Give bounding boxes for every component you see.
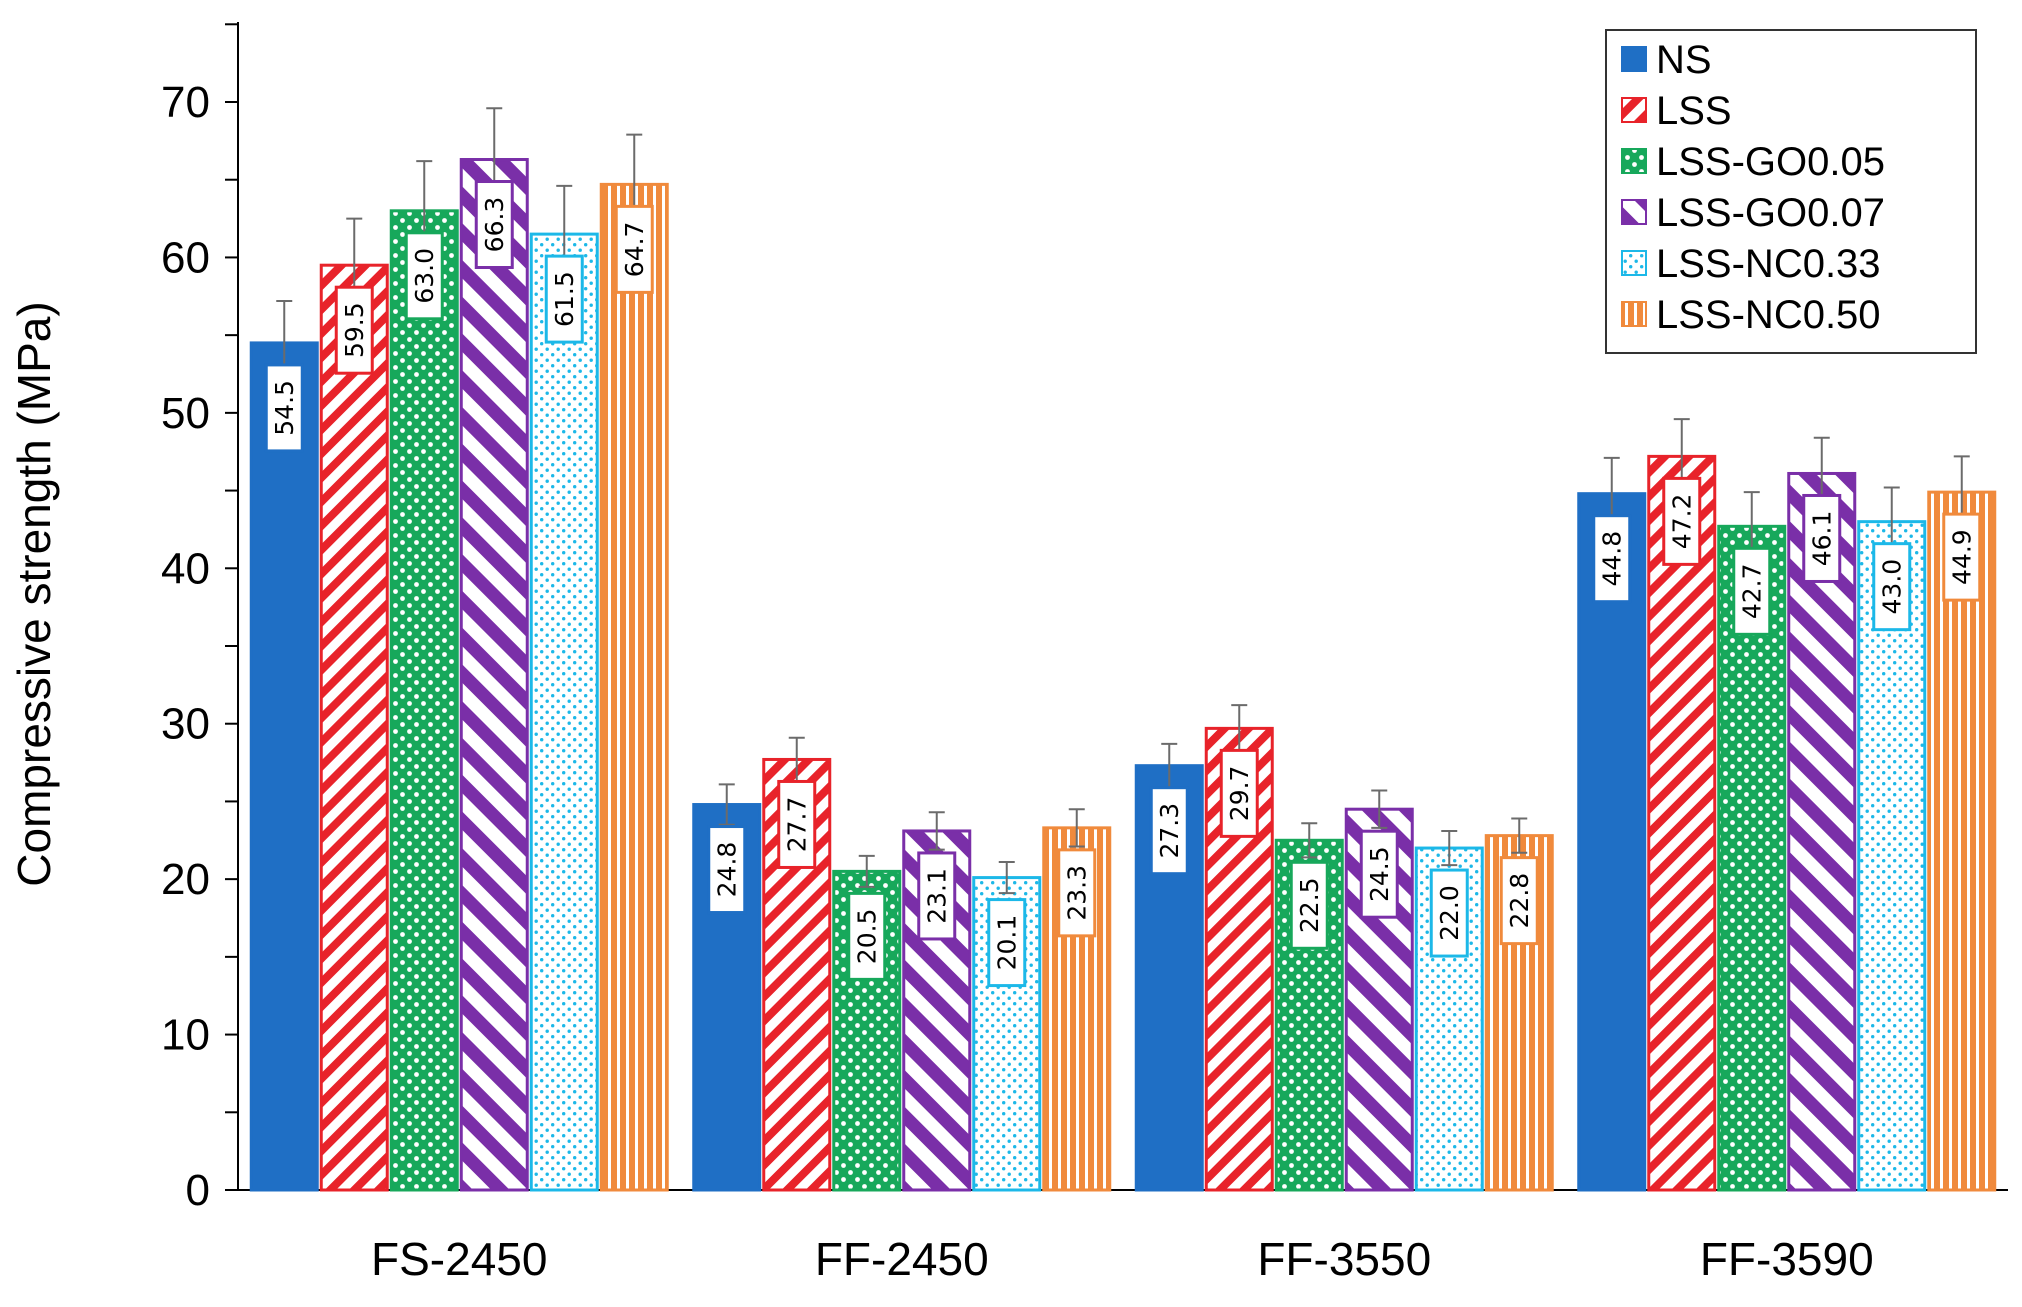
data-label: 29.7 — [1225, 766, 1254, 822]
data-label-box — [1057, 848, 1097, 938]
legend-label: LSS-NC0.50 — [1656, 293, 1881, 337]
data-label: 27.3 — [1155, 803, 1184, 859]
data-label-box — [474, 180, 514, 270]
data-label: 64.7 — [620, 222, 649, 278]
data-label-box — [1289, 860, 1329, 950]
data-label-box — [777, 779, 817, 869]
data-label: 47.2 — [1667, 494, 1696, 550]
data-label: 27.7 — [782, 797, 811, 853]
data-label: 23.3 — [1062, 865, 1091, 921]
data-label-box — [1429, 868, 1469, 958]
legend-swatch — [1621, 148, 1647, 174]
data-label-box — [1802, 493, 1842, 583]
legend-label: LSS-NC0.33 — [1656, 242, 1881, 286]
bar-lss-go0-07-ff-3590 — [1787, 471, 1857, 1192]
data-label: 63.0 — [410, 248, 439, 304]
data-label-box — [404, 231, 444, 321]
data-label-box — [1499, 856, 1539, 946]
bar-lss-ff-3590 — [1647, 454, 1717, 1192]
bar-lss-nc0-33-fs-2450 — [529, 232, 599, 1192]
legend-label: LSS-GO0.07 — [1656, 191, 1885, 235]
legend-swatch — [1621, 301, 1647, 327]
y-tick-label: 10 — [161, 1011, 210, 1060]
y-axis-title: Compressive strength (MPa) — [8, 301, 60, 886]
data-label: 59.5 — [340, 302, 369, 358]
legend-box — [1605, 29, 1977, 354]
bar-lss-nc0-50-fs-2450 — [599, 182, 669, 1192]
data-label-box — [987, 898, 1027, 988]
bar-lss-go0-05-fs-2450 — [389, 209, 459, 1192]
data-label-box — [1359, 829, 1399, 919]
data-label: 22.5 — [1295, 877, 1324, 933]
bar-lss-fs-2450 — [319, 263, 389, 1192]
y-tick-label: 0 — [186, 1166, 210, 1215]
legend-label: NS — [1656, 38, 1712, 82]
data-label-box — [334, 285, 374, 375]
data-label-box — [544, 254, 584, 344]
data-label: 46.1 — [1807, 511, 1836, 567]
data-label: 44.8 — [1597, 531, 1626, 587]
y-tick-label: 30 — [161, 700, 210, 749]
legend-swatch — [1621, 97, 1647, 123]
data-label-box — [264, 363, 304, 453]
x-category-label: FF-3590 — [1700, 1233, 1874, 1285]
y-tick-label: 20 — [161, 855, 210, 904]
data-label: 20.1 — [992, 915, 1021, 971]
data-label-box — [1149, 786, 1189, 876]
bar-lss-go0-07-fs-2450 — [459, 158, 529, 1192]
y-tick-label: 70 — [161, 78, 210, 127]
axes: 0 10 20 30 40 50 60 70 Compressive strength (MPa… — [8, 22, 2008, 1285]
bar-ns-fs-2450 — [249, 341, 319, 1192]
data-label: 22.0 — [1435, 885, 1464, 941]
legend-swatch — [1621, 46, 1647, 72]
data-label-box — [847, 891, 887, 981]
legend-swatch — [1621, 199, 1647, 225]
data-label: 66.3 — [480, 197, 509, 253]
data-label-box — [1219, 748, 1259, 838]
data-label-box — [1592, 514, 1632, 604]
legend: NS LSS LSS-GO0.05 LSS-GO0.07 LSS-NC0.33 LSS-N… — [1605, 29, 1977, 354]
data-label-box — [917, 851, 957, 941]
data-label-box — [1872, 542, 1912, 632]
data-label: 61.5 — [550, 271, 579, 327]
data-label-box — [614, 204, 654, 294]
legend-label: LSS-GO0.05 — [1656, 140, 1885, 184]
data-label: 43.0 — [1877, 559, 1906, 615]
x-category-label: FF-3550 — [1257, 1233, 1431, 1285]
x-category-label: FF-2450 — [815, 1233, 989, 1285]
data-label: 44.9 — [1947, 529, 1976, 585]
y-tick-label: 60 — [161, 233, 210, 282]
legend-label: LSS — [1656, 89, 1732, 133]
data-label-box — [1662, 476, 1702, 566]
data-labels: 54.5 59.5 63.0 66.3 61.5 64.7 24.8 27.7 20.5 23.1… — [264, 180, 1982, 988]
data-label: 23.1 — [922, 868, 951, 924]
data-label-box — [1732, 546, 1772, 636]
data-label-box — [707, 825, 747, 915]
data-label: 20.5 — [852, 909, 881, 965]
bar-lss-nc0-50-ff-3590 — [1927, 490, 1997, 1192]
y-tick-label: 40 — [161, 544, 210, 593]
data-label: 54.5 — [270, 380, 299, 436]
data-label: 22.8 — [1505, 873, 1534, 929]
data-label: 24.8 — [712, 842, 741, 898]
legend-swatch — [1621, 250, 1647, 276]
data-label: 24.5 — [1365, 846, 1394, 902]
y-tick-label: 50 — [161, 389, 210, 438]
bar-lss-nc0-33-ff-3590 — [1857, 520, 1927, 1192]
bar-ns-ff-3590 — [1577, 492, 1647, 1192]
data-label-box — [1942, 512, 1982, 602]
x-category-label: FS-2450 — [371, 1233, 547, 1285]
data-label: 42.7 — [1737, 563, 1766, 619]
bar-lss-go0-05-ff-3590 — [1717, 524, 1787, 1192]
